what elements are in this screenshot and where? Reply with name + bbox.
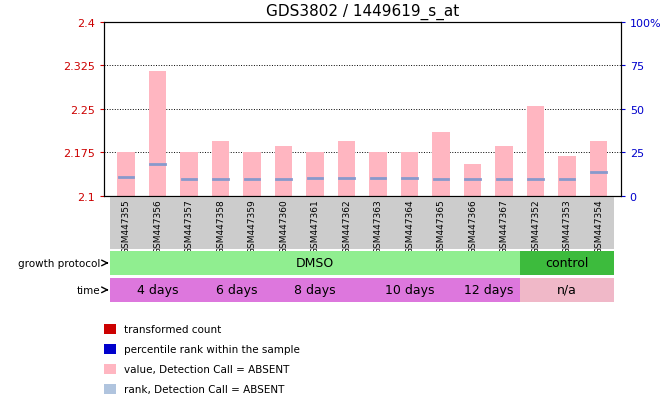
Text: 12 days: 12 days (464, 283, 513, 296)
Bar (110, 196, 142, 250)
Bar (457, 196, 488, 250)
Bar (370, 153, 386, 196)
Text: value, Detection Call = ABSENT: value, Detection Call = ABSENT (124, 364, 289, 374)
Text: n/a: n/a (557, 283, 577, 296)
Bar (432, 133, 450, 196)
Bar (552, 196, 583, 250)
Text: transformed count: transformed count (124, 324, 221, 335)
Bar (488, 196, 520, 250)
Text: GSM447357: GSM447357 (185, 199, 193, 254)
Text: time: time (77, 285, 101, 295)
Text: GSM447359: GSM447359 (248, 199, 256, 254)
Bar (520, 278, 615, 302)
Bar (457, 278, 520, 302)
Bar (394, 196, 425, 250)
Bar (425, 196, 457, 250)
Text: GSM447360: GSM447360 (279, 199, 288, 254)
Bar (338, 141, 355, 196)
Bar (142, 196, 173, 250)
Text: percentile rank within the sample: percentile rank within the sample (124, 344, 300, 354)
Text: 10 days: 10 days (385, 283, 434, 296)
Title: GDS3802 / 1449619_s_at: GDS3802 / 1449619_s_at (266, 4, 459, 20)
Bar (268, 278, 362, 302)
Bar (268, 196, 299, 250)
Bar (362, 196, 394, 250)
Bar (583, 196, 615, 250)
Bar (464, 164, 481, 196)
Text: GSM447366: GSM447366 (468, 199, 477, 254)
Text: GSM447361: GSM447361 (311, 199, 319, 254)
Bar (331, 196, 362, 250)
Text: GSM447365: GSM447365 (437, 199, 446, 254)
Bar (527, 107, 544, 196)
Text: control: control (546, 256, 589, 269)
Bar (520, 251, 615, 275)
Bar (117, 153, 135, 196)
Bar (362, 278, 457, 302)
Text: 4 days: 4 days (137, 283, 178, 296)
Bar (590, 141, 607, 196)
Text: GSM447367: GSM447367 (500, 199, 509, 254)
Bar (212, 141, 229, 196)
Bar (205, 278, 268, 302)
Text: GSM447364: GSM447364 (405, 199, 414, 253)
Text: DMSO: DMSO (296, 256, 334, 269)
Bar (558, 157, 576, 196)
Bar (520, 196, 552, 250)
Text: 6 days: 6 days (215, 283, 257, 296)
Bar (244, 153, 261, 196)
Text: GSM447353: GSM447353 (562, 199, 572, 254)
Text: GSM447362: GSM447362 (342, 199, 351, 253)
Bar (307, 153, 323, 196)
Text: GSM447358: GSM447358 (216, 199, 225, 254)
Bar (275, 147, 293, 196)
Text: GSM447363: GSM447363 (374, 199, 382, 254)
Text: GSM447354: GSM447354 (594, 199, 603, 253)
Text: 8 days: 8 days (295, 283, 336, 296)
Bar (180, 153, 198, 196)
Text: GSM447352: GSM447352 (531, 199, 540, 253)
Bar (205, 196, 236, 250)
Text: rank, Detection Call = ABSENT: rank, Detection Call = ABSENT (124, 384, 285, 394)
Bar (110, 278, 205, 302)
Bar (110, 251, 520, 275)
Bar (236, 196, 268, 250)
Text: GSM447355: GSM447355 (121, 199, 131, 254)
Bar (401, 153, 418, 196)
Bar (173, 196, 205, 250)
Text: growth protocol: growth protocol (18, 258, 101, 268)
Bar (495, 147, 513, 196)
Bar (299, 196, 331, 250)
Text: GSM447356: GSM447356 (153, 199, 162, 254)
Bar (149, 72, 166, 196)
